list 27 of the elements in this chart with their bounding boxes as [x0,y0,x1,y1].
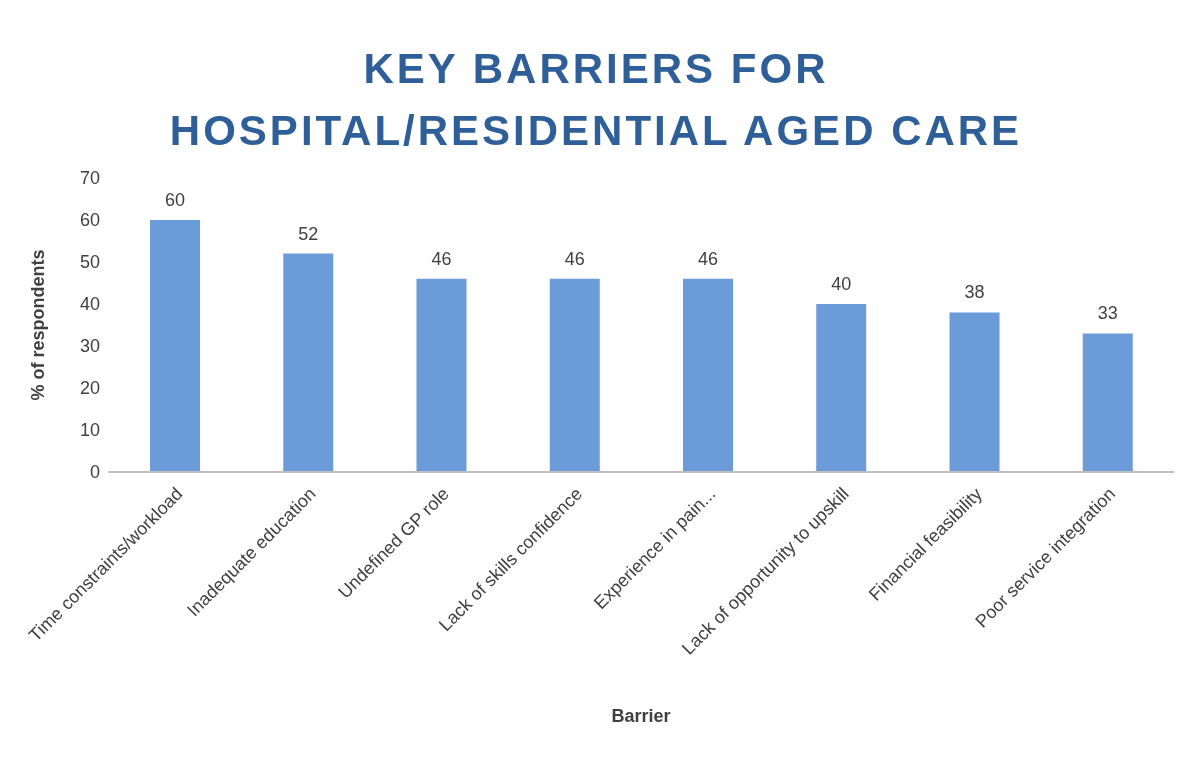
y-axis-title: % of respondents [28,249,49,401]
y-tick-label: 40 [79,294,100,315]
x-axis-title: Barrier [611,706,671,726]
y-tick-label: 60 [79,210,100,231]
y-tick-label: 30 [79,336,100,357]
data-label: 60 [164,190,186,210]
data-label: 52 [298,223,319,244]
data-label: 46 [431,248,452,269]
chart-title: KEY BARRIERS FOR HOSPITAL/RESIDENTIAL AGED CARE [168,44,1024,156]
data-label: 46 [697,248,719,269]
bar [549,278,600,472]
y-tick-label: 0 [89,462,100,483]
y-tick-label: 10 [79,420,100,441]
data-label: 40 [831,274,852,294]
bar [1082,333,1133,472]
data-label: 33 [1097,303,1118,324]
bar [949,312,1000,472]
data-label: 38 [964,282,985,303]
bar [683,278,733,472]
bar [283,253,334,472]
y-tick-label: 20 [79,378,100,399]
y-tick-label: 50 [79,252,100,273]
bar [150,220,200,472]
y-tick-label: 70 [79,168,100,189]
bar [416,278,467,472]
bar [816,304,867,472]
data-label: 46 [564,248,585,269]
